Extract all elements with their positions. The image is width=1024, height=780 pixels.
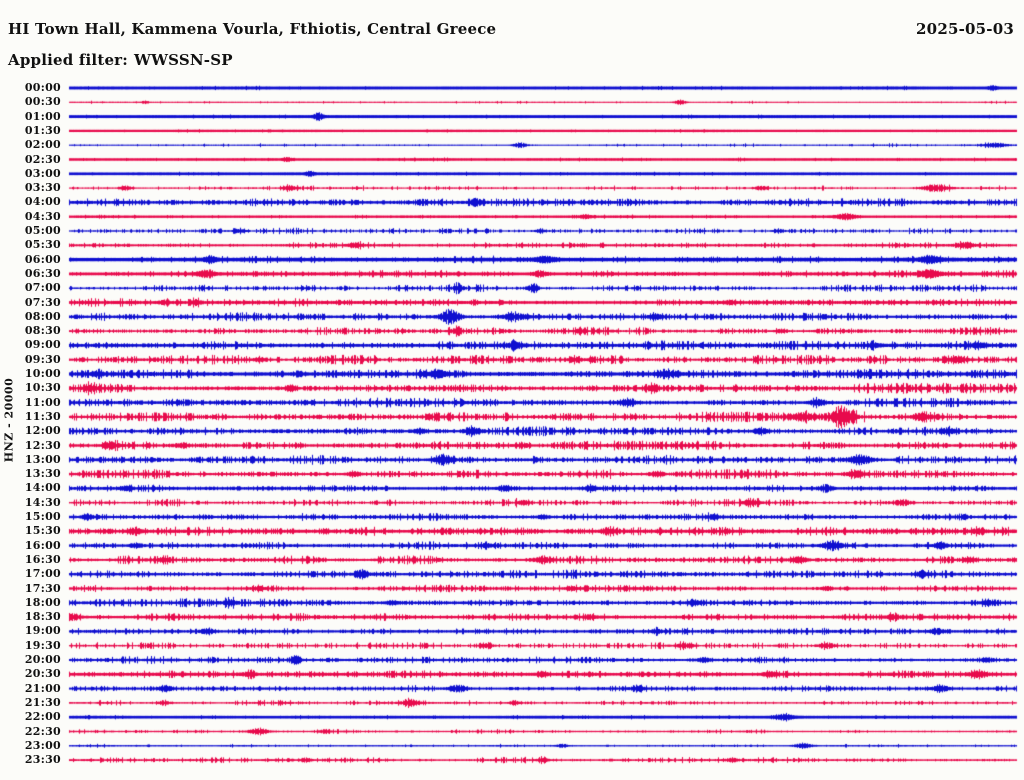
seismogram-page: HI Town Hall, Kammena Vourla, Fthiotis, … [0,0,1024,780]
seismogram-traces [0,0,1024,780]
